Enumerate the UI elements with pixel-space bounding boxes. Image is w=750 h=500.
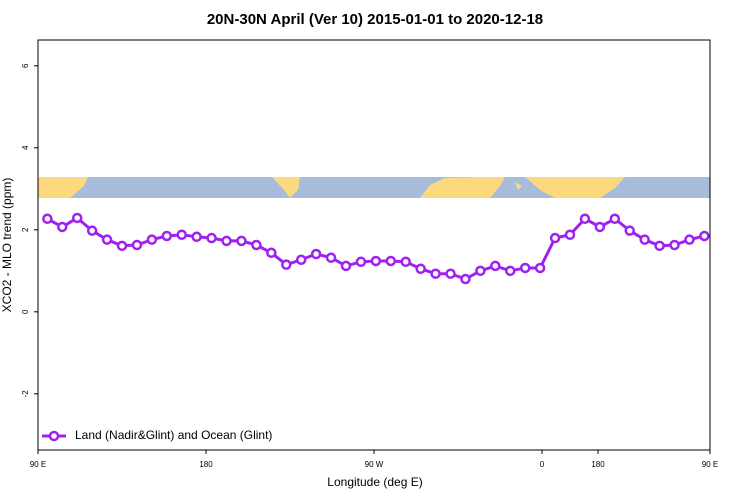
data-point	[206, 232, 217, 244]
data-point	[281, 259, 292, 270]
data-point	[101, 234, 113, 245]
data-point	[400, 256, 411, 268]
data-point	[534, 262, 546, 274]
data-point	[579, 213, 591, 225]
data-point	[490, 260, 501, 272]
data-point	[549, 232, 561, 244]
x-tick-label: 90 E	[702, 460, 718, 469]
data-point	[669, 239, 680, 251]
data-point	[594, 221, 606, 233]
data-point	[161, 230, 173, 242]
x-tick-label: 180	[199, 460, 213, 469]
data-point	[86, 225, 98, 236]
data-point	[325, 252, 337, 263]
data-point	[251, 239, 262, 251]
data-point	[430, 268, 441, 279]
data-point	[370, 255, 382, 267]
data-point	[266, 247, 277, 259]
data-point	[460, 273, 471, 285]
data-point	[385, 255, 397, 267]
data-point	[475, 265, 486, 277]
data-point	[505, 265, 516, 277]
data-point	[176, 229, 187, 240]
y-tick-label: 4	[21, 145, 30, 150]
data-point	[131, 239, 143, 251]
y-tick-label: 0	[21, 309, 30, 314]
x-tick-label: 90 E	[30, 460, 46, 469]
data-point	[236, 235, 247, 247]
data-point	[146, 234, 158, 245]
data-point	[624, 225, 635, 236]
x-tick-label: 0	[540, 460, 545, 469]
data-point	[221, 235, 232, 247]
data-point	[116, 240, 128, 252]
data-point	[295, 254, 307, 266]
x-axis-label: Longitude (deg E)	[327, 475, 422, 489]
data-point	[519, 262, 531, 274]
data-point	[340, 260, 352, 272]
data-point	[564, 229, 576, 240]
data-point	[310, 248, 322, 260]
y-tick-label: 2	[21, 227, 30, 232]
data-point	[355, 256, 367, 268]
data-point	[415, 263, 426, 275]
y-tick-label: -2	[21, 390, 30, 398]
y-tick-label: 6	[21, 63, 30, 68]
x-tick-label: 90 W	[365, 460, 384, 469]
data-point	[57, 221, 68, 233]
data-point	[699, 230, 710, 242]
data-point	[639, 234, 650, 245]
map-strip	[38, 177, 710, 198]
legend-label: Land (Nadir&Glint) and Ocean (Glint)	[75, 428, 272, 442]
data-point	[445, 268, 456, 279]
data-point	[609, 213, 621, 225]
data-point	[191, 231, 202, 243]
data-point	[684, 234, 695, 245]
legend-marker	[48, 430, 60, 442]
y-axis-label: XCO2 - MLO trend (ppm)	[0, 178, 14, 313]
data-point	[654, 240, 665, 252]
data-point	[71, 212, 83, 224]
chart-title: 20N-30N April (Ver 10) 2015-01-01 to 202…	[207, 11, 543, 28]
data-point	[42, 213, 53, 225]
x-tick-label: 180	[591, 460, 605, 469]
series-line	[46, 216, 705, 281]
